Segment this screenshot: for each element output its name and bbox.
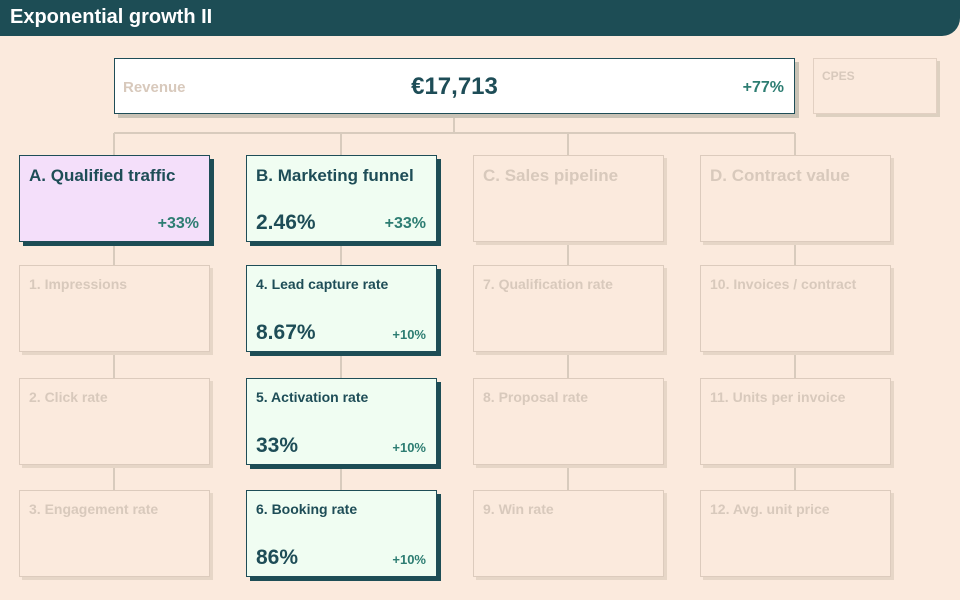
metric-card-lead-capture-rate[interactable]: 4. Lead capture rate 8.67% +10%: [246, 265, 437, 352]
metric-card-booking-rate[interactable]: 6. Booking rate 86% +10%: [246, 490, 437, 577]
metric-label: 1. Impressions: [29, 276, 128, 292]
metric-change: +10%: [392, 327, 426, 342]
metric-label: 3. Engagement rate: [29, 501, 159, 517]
metric-value: 33%: [256, 434, 299, 457]
metric-label: 6. Booking rate: [256, 501, 358, 517]
metric-label: C. Sales pipeline: [483, 166, 619, 185]
revenue-label: Revenue: [123, 79, 186, 96]
metric-label: 10. Invoices / contract: [710, 276, 857, 292]
metric-card-avg-unit-price[interactable]: 12. Avg. unit price: [700, 490, 891, 577]
metric-value: 2.46%: [256, 211, 316, 234]
metric-card-proposal-rate[interactable]: 8. Proposal rate: [473, 378, 664, 465]
metric-label: 4. Lead capture rate: [256, 276, 389, 292]
metric-change: +10%: [392, 552, 426, 567]
page-title: Exponential growth II: [10, 6, 213, 28]
metric-card-activation-rate[interactable]: 5. Activation rate 33% +10%: [246, 378, 437, 465]
metric-label: A. Qualified traffic: [29, 166, 176, 185]
metric-label: 7. Qualification rate: [483, 276, 613, 292]
metric-label: B. Marketing funnel: [256, 166, 414, 185]
cpes-card[interactable]: CPES: [813, 58, 937, 114]
metric-card-engagement-rate[interactable]: 3. Engagement rate: [19, 490, 210, 577]
header-bar: Exponential growth II: [0, 0, 960, 36]
metric-label: 2. Click rate: [29, 389, 108, 405]
metric-label: D. Contract value: [710, 166, 850, 185]
metric-card-units-per-invoice[interactable]: 11. Units per invoice: [700, 378, 891, 465]
metric-card-win-rate[interactable]: 9. Win rate: [473, 490, 664, 577]
metric-card-qualified-traffic[interactable]: A. Qualified traffic +33%: [19, 155, 210, 242]
metric-card-invoices-per-contract[interactable]: 10. Invoices / contract: [700, 265, 891, 352]
cpes-label: CPES: [822, 69, 855, 83]
metric-change: +33%: [384, 215, 426, 232]
metric-card-qualification-rate[interactable]: 7. Qualification rate: [473, 265, 664, 352]
metric-value: 8.67%: [256, 321, 316, 344]
metric-label: 8. Proposal rate: [483, 389, 589, 405]
revenue-card[interactable]: Revenue €17,713 +77%: [114, 58, 795, 114]
metric-label: 11. Units per invoice: [710, 389, 846, 405]
metric-change: +33%: [157, 215, 199, 232]
metric-card-sales-pipeline[interactable]: C. Sales pipeline: [473, 155, 664, 242]
metric-label: 5. Activation rate: [256, 389, 369, 405]
metric-change: +10%: [392, 440, 426, 455]
metric-card-click-rate[interactable]: 2. Click rate: [19, 378, 210, 465]
metric-card-contract-value[interactable]: D. Contract value: [700, 155, 891, 242]
metric-value: 86%: [256, 546, 299, 569]
metric-label: 9. Win rate: [483, 501, 554, 517]
revenue-change: +77%: [742, 79, 784, 96]
metric-card-impressions[interactable]: 1. Impressions: [19, 265, 210, 352]
metric-label: 12. Avg. unit price: [710, 501, 830, 517]
revenue-value: €17,713: [411, 73, 498, 100]
metric-card-marketing-funnel[interactable]: B. Marketing funnel 2.46% +33%: [246, 155, 437, 242]
